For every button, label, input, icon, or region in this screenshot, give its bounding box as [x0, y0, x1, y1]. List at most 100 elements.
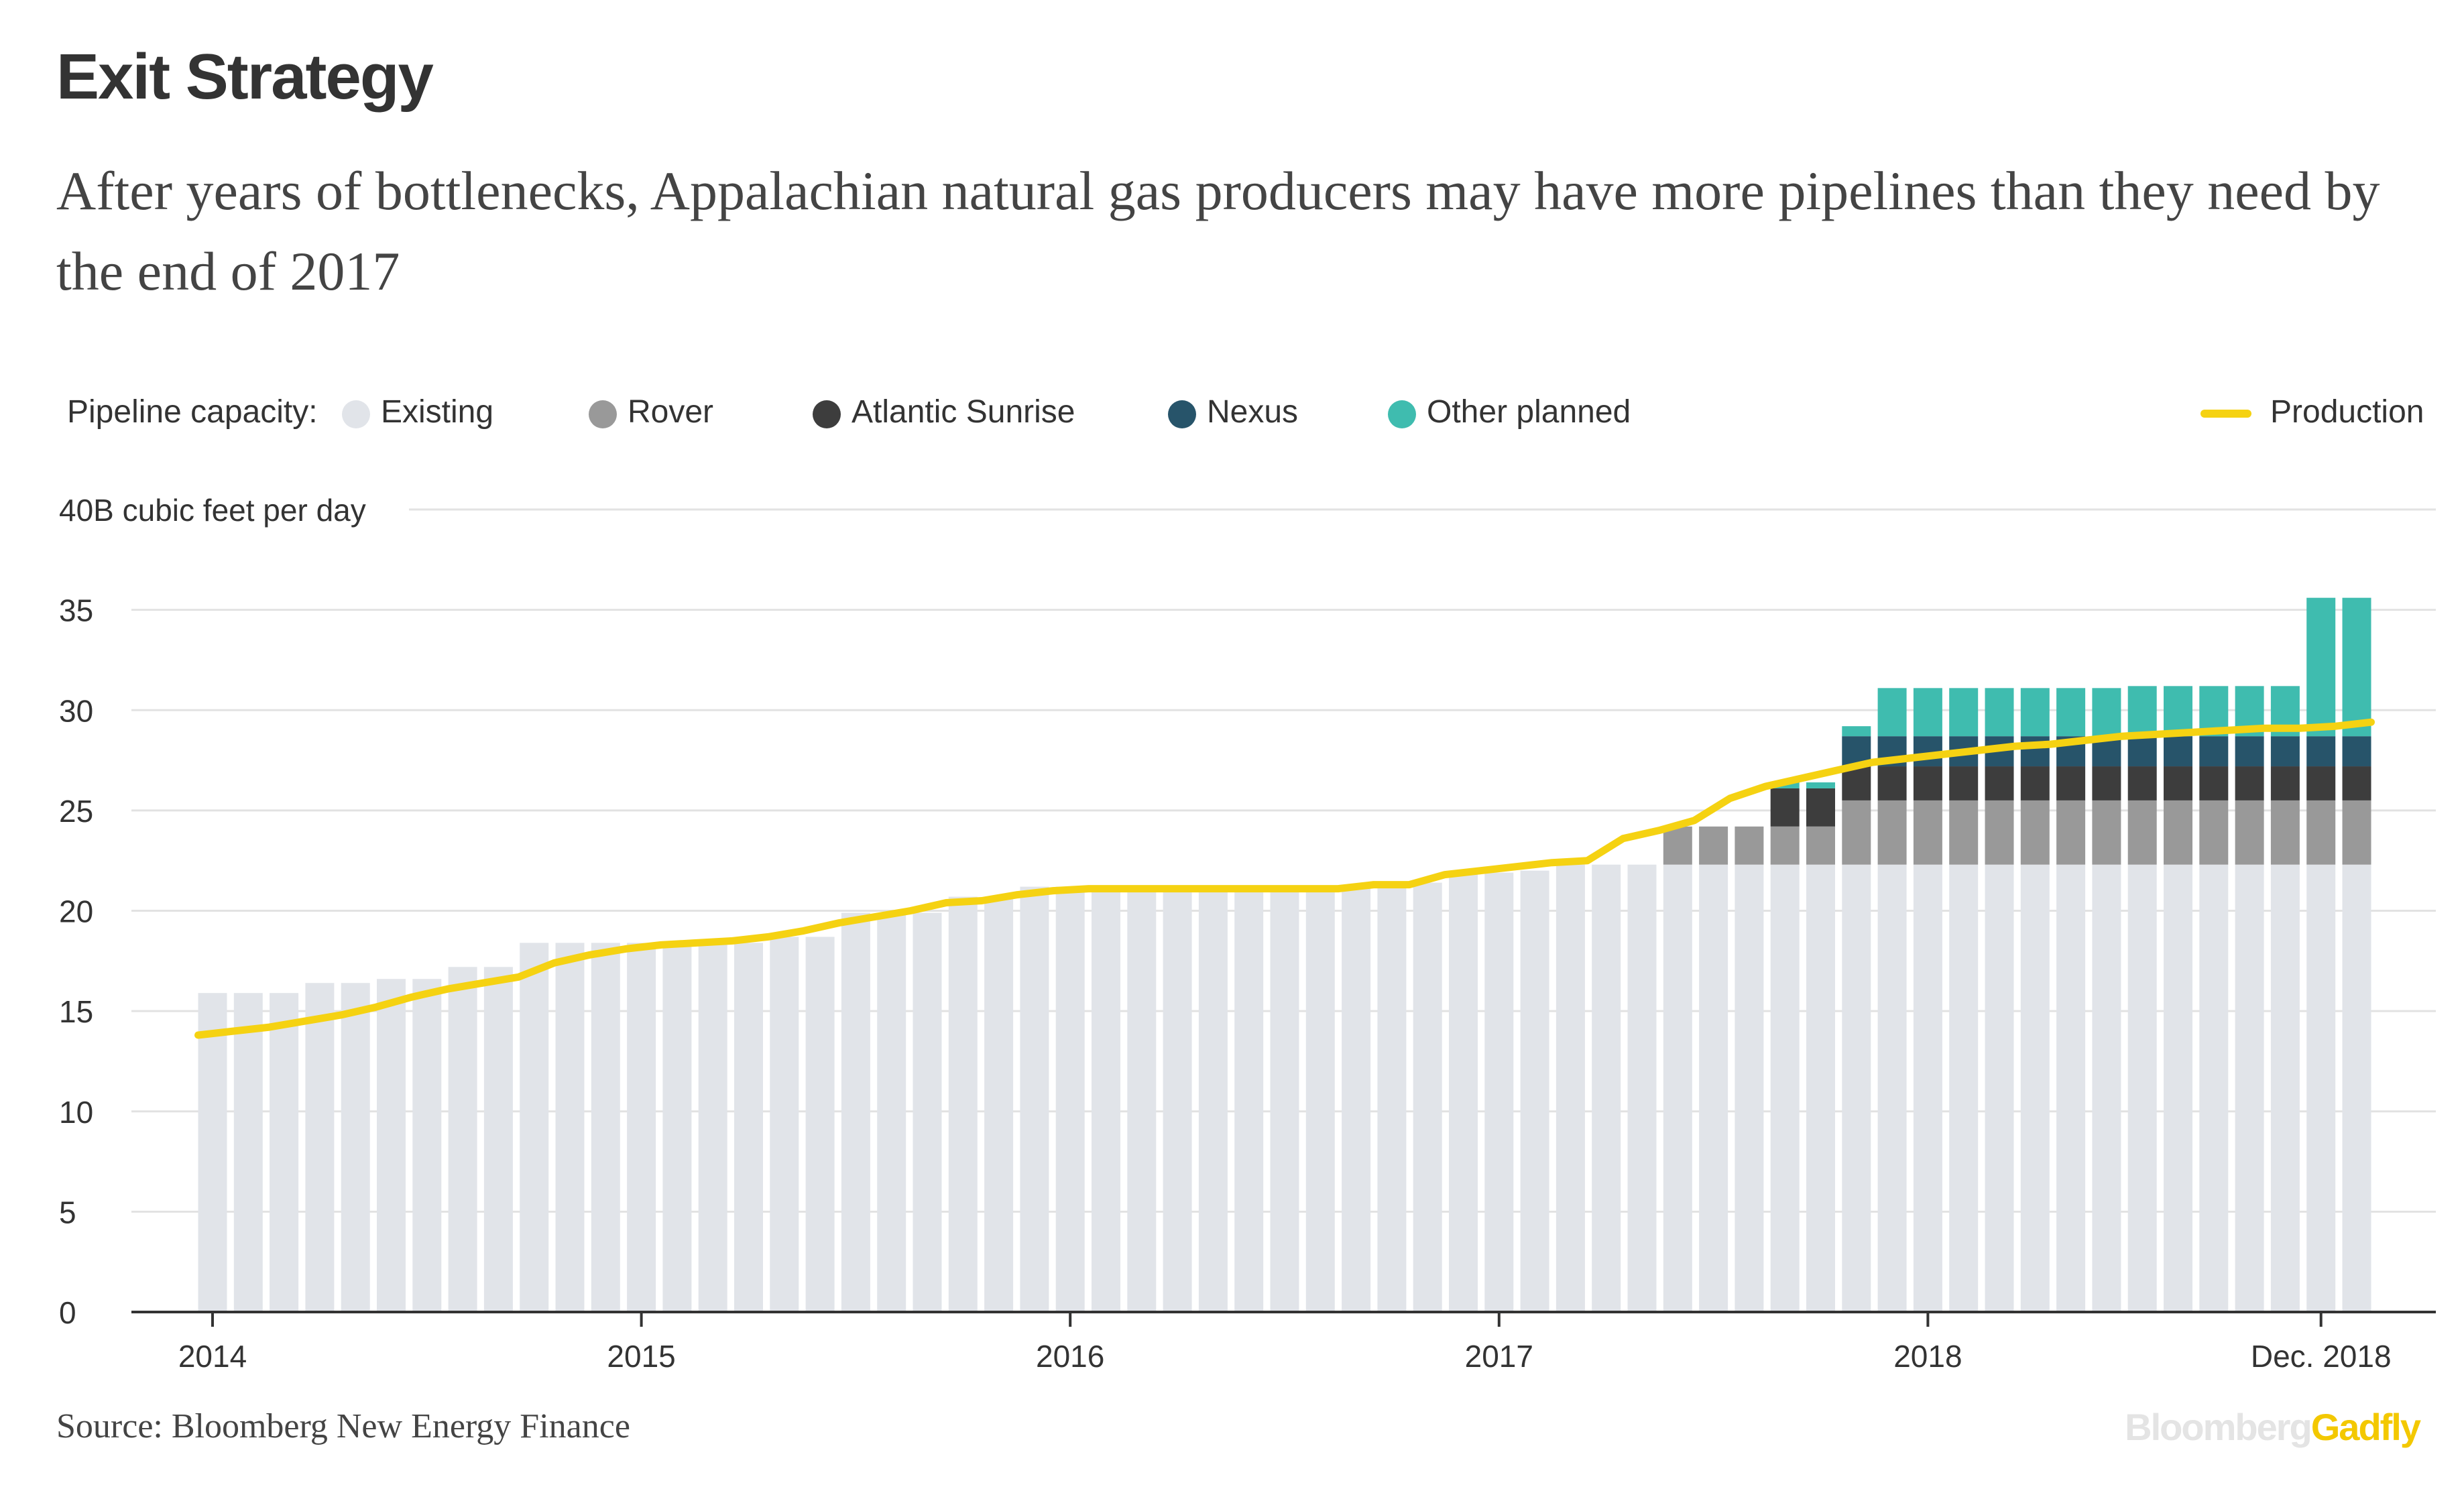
bar-existing	[483, 967, 513, 1312]
bar-existing	[1592, 864, 1621, 1312]
bar-other-planned	[2306, 597, 2336, 737]
legend-swatch-atlantic-sunrise	[813, 400, 841, 428]
bar-nexus	[2127, 736, 2157, 767]
bar-atlantic-sunrise	[1806, 788, 1835, 827]
bar-atlantic-sunrise	[2235, 766, 2264, 800]
bar-existing	[2306, 864, 2336, 1312]
bar-existing	[2235, 864, 2264, 1312]
bar-existing	[770, 937, 799, 1312]
y-tick-label: 5	[59, 1195, 76, 1230]
bar-rover	[1877, 800, 1907, 865]
bar-other-planned	[2127, 686, 2157, 737]
bar-existing	[1949, 864, 1979, 1312]
bar-atlantic-sunrise	[1770, 788, 1800, 827]
legend: Pipeline capacity: Existing Rover Atlant…	[67, 391, 2434, 434]
bar-other-planned	[2020, 688, 2050, 737]
bar-rover	[1699, 826, 1728, 865]
bar-atlantic-sunrise	[1913, 766, 1942, 800]
y-tick-label: 30	[59, 693, 93, 728]
bar-nexus	[2235, 736, 2264, 767]
bar-rover	[2342, 800, 2371, 865]
bar-nexus	[2306, 736, 2336, 767]
bar-existing	[1270, 886, 1299, 1312]
bar-rover	[2235, 800, 2264, 865]
bar-existing	[520, 943, 549, 1312]
bar-existing	[305, 983, 335, 1312]
bar-existing	[341, 983, 370, 1312]
bar-existing	[233, 993, 263, 1312]
bar-existing	[1020, 886, 1049, 1312]
bar-atlantic-sunrise	[2127, 766, 2157, 800]
bar-other-planned	[1985, 688, 2014, 737]
bar-existing	[877, 912, 906, 1312]
bar-rover	[2164, 800, 2192, 865]
bar-existing	[1377, 882, 1407, 1312]
bar-atlantic-sunrise	[1985, 766, 2014, 800]
bar-rover	[2092, 800, 2121, 865]
x-tick-label: 2017	[1465, 1339, 1533, 1374]
bar-existing	[1985, 864, 2014, 1312]
legend-label-rover: Rover	[628, 394, 714, 430]
bar-existing	[1198, 886, 1228, 1312]
bar-existing	[1449, 872, 1478, 1312]
bar-rover	[2199, 800, 2229, 865]
bar-existing	[662, 943, 692, 1312]
bar-atlantic-sunrise	[2056, 766, 2086, 800]
bar-existing	[1877, 864, 1907, 1312]
brand-logo-part1: Bloomberg	[2125, 1406, 2312, 1448]
x-tick-label: 2014	[178, 1339, 247, 1374]
bar-other-planned	[1949, 688, 1979, 737]
bar-rover	[1985, 800, 2014, 865]
bar-existing	[1627, 864, 1657, 1312]
legend-swatch-production	[2201, 410, 2251, 418]
bar-existing	[1413, 882, 1442, 1312]
brand-logo: BloombergGadfly	[2125, 1405, 2421, 1449]
bar-nexus	[2270, 736, 2300, 767]
bar-rover	[1663, 826, 1692, 865]
bar-existing	[412, 979, 442, 1312]
bar-existing	[591, 943, 620, 1312]
bar-existing	[1127, 886, 1157, 1312]
bar-existing	[1735, 864, 1764, 1312]
bar-atlantic-sunrise	[2092, 766, 2121, 800]
bar-other-planned	[1913, 688, 1942, 737]
bar-other-planned	[1842, 726, 1871, 737]
production-line	[194, 718, 2375, 1039]
bar-rover	[2306, 800, 2336, 865]
bar-atlantic-sunrise	[2270, 766, 2300, 800]
bar-atlantic-sunrise	[1877, 766, 1907, 800]
legend-swatch-rover	[589, 400, 617, 428]
bar-existing	[1234, 886, 1264, 1312]
bar-existing	[1342, 886, 1371, 1312]
x-tick-label: 2018	[1893, 1339, 1962, 1374]
bar-other-planned	[2164, 686, 2192, 737]
bar-existing	[913, 912, 942, 1312]
bar-existing	[2270, 864, 2300, 1312]
bar-other-planned	[2342, 597, 2371, 737]
bar-existing	[805, 937, 835, 1312]
bar-atlantic-sunrise	[2342, 766, 2371, 800]
bar-nexus	[2020, 736, 2050, 767]
bar-rover	[1806, 826, 1835, 865]
bar-existing	[698, 943, 727, 1312]
bar-existing	[1556, 864, 1585, 1312]
bar-existing	[841, 912, 870, 1312]
bar-existing	[948, 896, 978, 1312]
y-tick-label: 10	[59, 1095, 93, 1130]
bar-existing	[2342, 864, 2371, 1312]
bar-rover	[2270, 800, 2300, 865]
bar-existing	[448, 967, 477, 1312]
legend-prefix: Pipeline capacity:	[67, 394, 318, 430]
bar-existing	[1520, 870, 1549, 1312]
bar-existing	[198, 993, 227, 1312]
bar-existing	[1699, 864, 1728, 1312]
bar-nexus	[2199, 736, 2229, 767]
legend-label-nexus: Nexus	[1207, 394, 1299, 430]
bar-atlantic-sunrise	[2199, 766, 2229, 800]
bar-rover	[1913, 800, 1942, 865]
y-tick-label: 0	[59, 1295, 76, 1330]
source-note: Source: Bloomberg New Energy Finance	[56, 1407, 630, 1445]
y-tick-label: 25	[59, 794, 93, 829]
legend-label-production: Production	[2270, 394, 2424, 430]
